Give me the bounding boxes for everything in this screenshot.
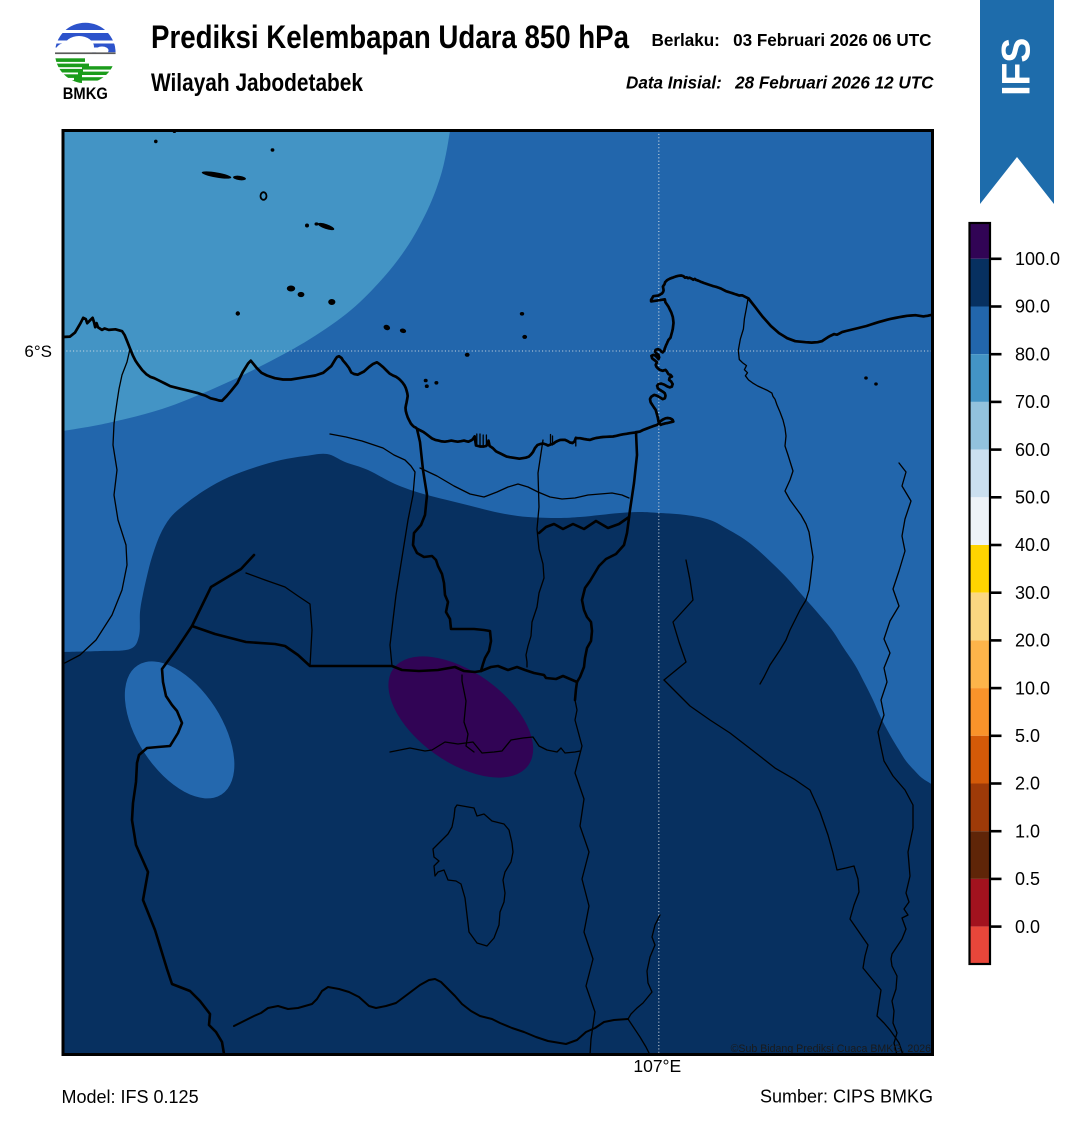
- svg-text:20.0: 20.0: [1015, 631, 1050, 651]
- svg-text:50.0: 50.0: [1015, 488, 1050, 508]
- svg-text:Data Inisial: 28 Februari 202: Data Inisial: 28 Februari 2026 12 UTC: [626, 73, 934, 93]
- svg-text:©Sub Bidang Prediksi Cuaca BMK: ©Sub Bidang Prediksi Cuaca BMKG, 2026: [731, 1043, 931, 1055]
- svg-text:Model: IFS 0.125: Model: IFS 0.125: [62, 1087, 199, 1107]
- svg-text:107°E: 107°E: [633, 1056, 681, 1076]
- svg-text:10.0: 10.0: [1015, 678, 1050, 698]
- svg-text:60.0: 60.0: [1015, 440, 1050, 460]
- svg-text:1.0: 1.0: [1015, 821, 1040, 841]
- svg-text:40.0: 40.0: [1015, 535, 1050, 555]
- svg-text:90.0: 90.0: [1015, 297, 1050, 317]
- svg-text:30.0: 30.0: [1015, 583, 1050, 603]
- svg-text:Berlaku: 03 Februari 2026 06: Berlaku: 03 Februari 2026 06 UTC: [652, 30, 932, 50]
- svg-text:0.0: 0.0: [1015, 917, 1040, 937]
- svg-text:6°S: 6°S: [24, 342, 52, 361]
- svg-text:IFS: IFS: [995, 38, 1039, 96]
- svg-text:BMKG: BMKG: [63, 85, 108, 103]
- svg-text:80.0: 80.0: [1015, 344, 1050, 364]
- svg-text:70.0: 70.0: [1015, 392, 1050, 412]
- svg-text:2.0: 2.0: [1015, 774, 1040, 794]
- svg-text:5.0: 5.0: [1015, 726, 1040, 746]
- svg-text:Wilayah Jabodetabek: Wilayah Jabodetabek: [151, 69, 363, 97]
- svg-text:Sumber: CIPS BMKG: Sumber: CIPS BMKG: [760, 1087, 933, 1107]
- svg-text:100.0: 100.0: [1015, 249, 1060, 269]
- svg-text:Prediksi Kelembapan Udara 850: Prediksi Kelembapan Udara 850 hPa: [151, 19, 629, 55]
- svg-text:0.5: 0.5: [1015, 869, 1040, 889]
